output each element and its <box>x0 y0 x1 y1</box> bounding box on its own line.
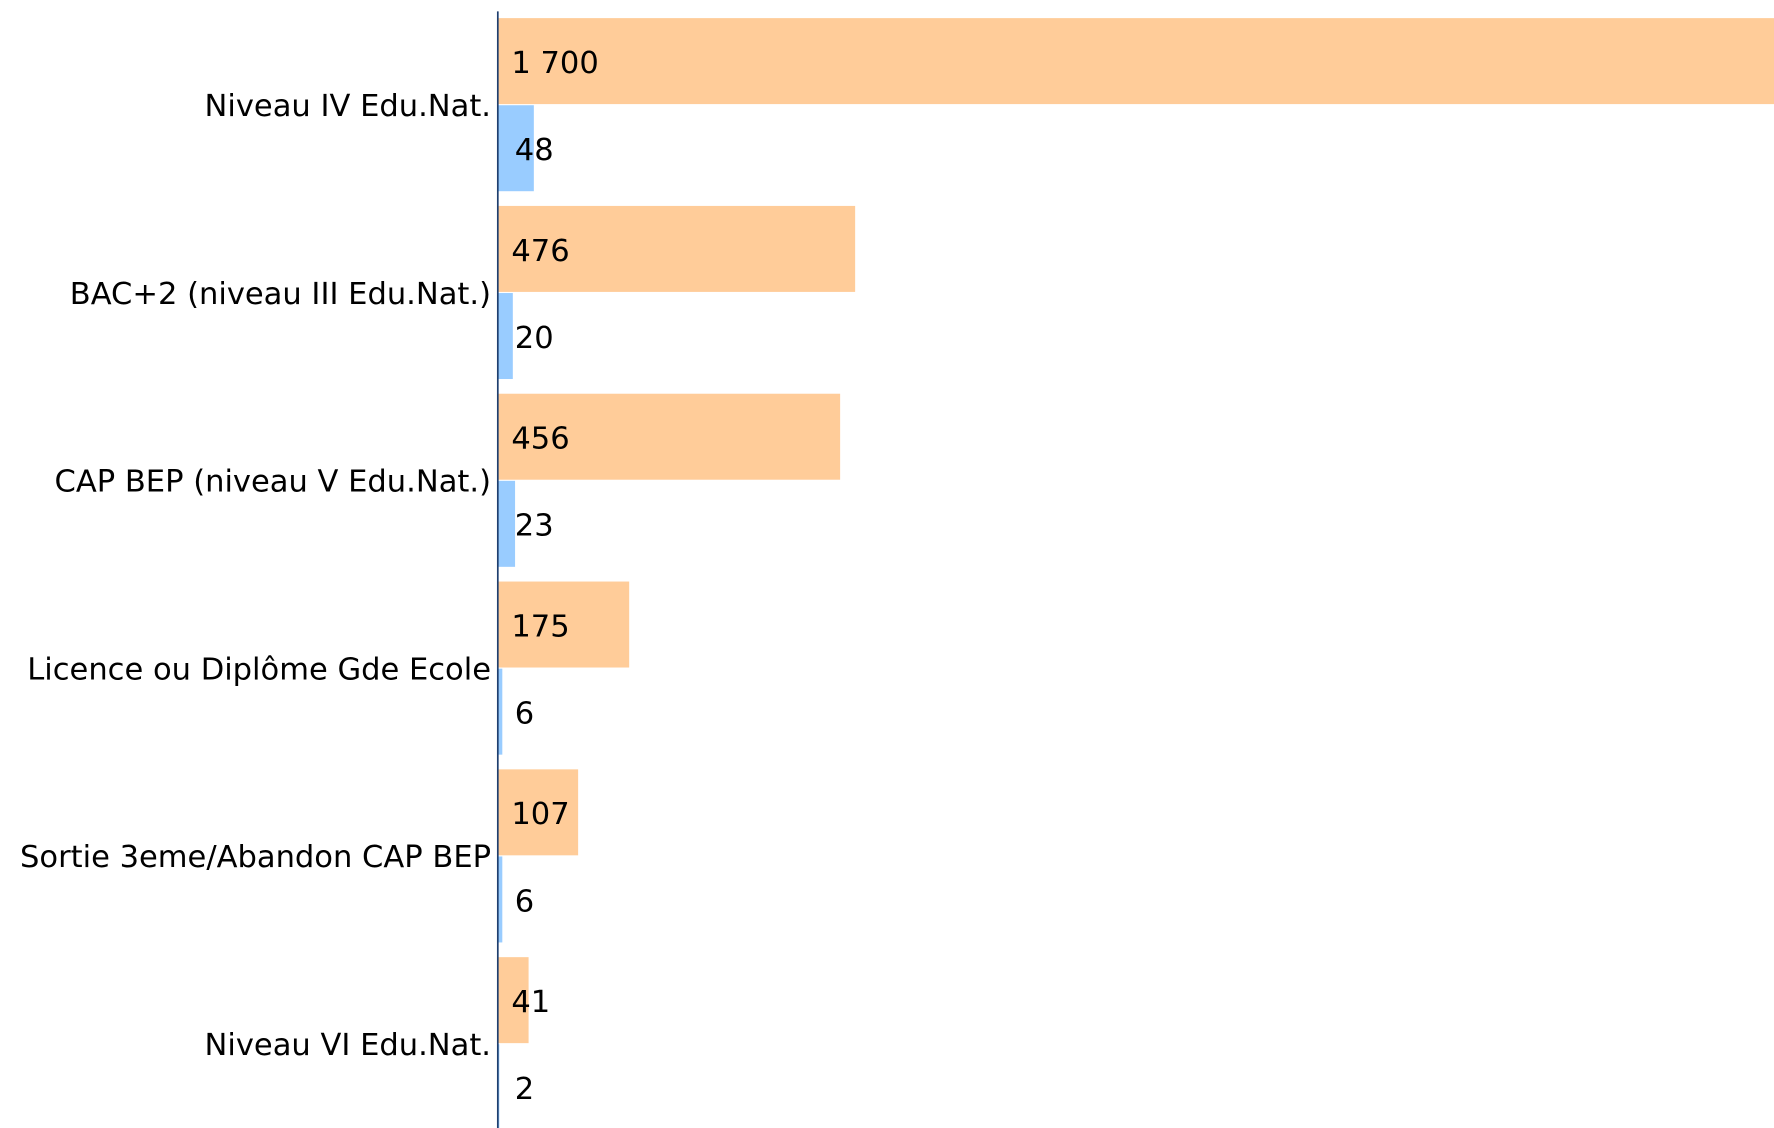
data-label: 476 <box>511 234 569 269</box>
category-label: CAP BEP (niveau V Edu.Nat.) <box>55 465 491 500</box>
data-label: 23 <box>515 509 554 544</box>
bar <box>497 205 856 292</box>
bar <box>497 480 516 567</box>
data-label: 1 700 <box>511 46 598 81</box>
bar <box>497 105 534 192</box>
category-label: BAC+2 (niveau III Edu.Nat.) <box>70 277 491 312</box>
data-label: 48 <box>515 133 554 168</box>
bar <box>497 18 1774 105</box>
category-label: Sortie 3eme/Abandon CAP BEP <box>20 840 491 875</box>
bar <box>497 769 579 856</box>
bar <box>497 856 503 943</box>
data-label: 175 <box>511 609 569 644</box>
category-label: Niveau VI Edu.Nat. <box>205 1028 491 1063</box>
data-label: 20 <box>515 321 554 356</box>
category-label: Licence ou Diplôme Gde Ecole <box>27 652 491 687</box>
data-label: 2 <box>515 1072 534 1107</box>
data-label: 456 <box>511 422 569 457</box>
data-label: 107 <box>511 797 569 832</box>
data-label: 6 <box>515 697 534 732</box>
category-label: Niveau IV Edu.Nat. <box>205 89 491 124</box>
bar <box>497 957 529 1044</box>
bar <box>497 668 503 755</box>
data-label: 6 <box>515 884 534 919</box>
bar <box>497 581 630 668</box>
data-label: 41 <box>511 985 550 1020</box>
bar <box>497 393 841 480</box>
bar <box>497 293 513 380</box>
